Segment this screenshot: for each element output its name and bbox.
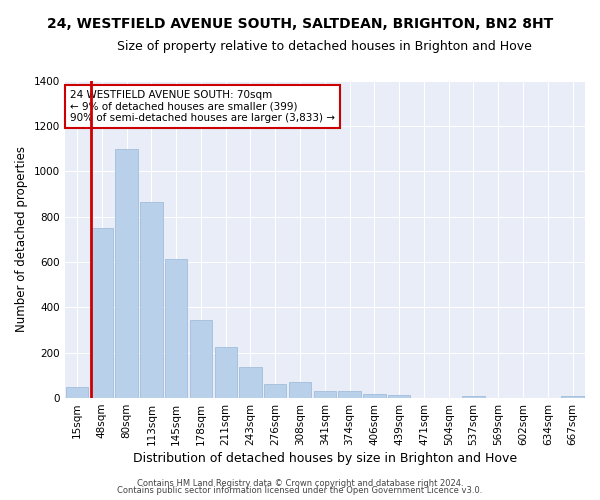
Text: Contains HM Land Registry data © Crown copyright and database right 2024.: Contains HM Land Registry data © Crown c… bbox=[137, 478, 463, 488]
Text: 24 WESTFIELD AVENUE SOUTH: 70sqm
← 9% of detached houses are smaller (399)
90% o: 24 WESTFIELD AVENUE SOUTH: 70sqm ← 9% of… bbox=[70, 90, 335, 124]
Bar bbox=[463, 396, 485, 398]
Bar bbox=[388, 396, 410, 398]
X-axis label: Distribution of detached houses by size in Brighton and Hove: Distribution of detached houses by size … bbox=[133, 452, 517, 465]
Text: 24, WESTFIELD AVENUE SOUTH, SALTDEAN, BRIGHTON, BN2 8HT: 24, WESTFIELD AVENUE SOUTH, SALTDEAN, BR… bbox=[47, 18, 553, 32]
Bar bbox=[264, 384, 286, 398]
Bar bbox=[289, 382, 311, 398]
Title: Size of property relative to detached houses in Brighton and Hove: Size of property relative to detached ho… bbox=[118, 40, 532, 53]
Bar bbox=[363, 394, 386, 398]
Bar bbox=[165, 258, 187, 398]
Text: Contains public sector information licensed under the Open Government Licence v3: Contains public sector information licen… bbox=[118, 486, 482, 495]
Y-axis label: Number of detached properties: Number of detached properties bbox=[15, 146, 28, 332]
Bar bbox=[66, 386, 88, 398]
Bar bbox=[338, 392, 361, 398]
Bar bbox=[115, 148, 138, 398]
Bar bbox=[91, 228, 113, 398]
Bar bbox=[239, 368, 262, 398]
Bar bbox=[562, 396, 584, 398]
Bar bbox=[314, 392, 336, 398]
Bar bbox=[215, 347, 237, 398]
Bar bbox=[190, 320, 212, 398]
Bar bbox=[140, 202, 163, 398]
